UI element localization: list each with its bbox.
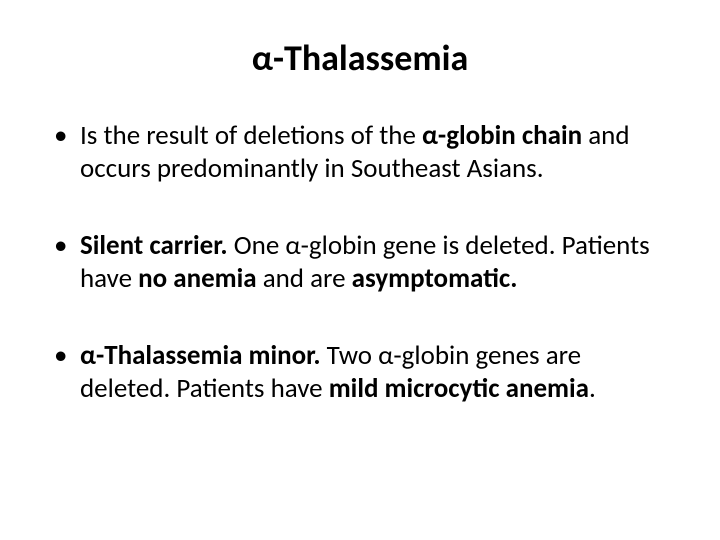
bullet-list: Is the result of deletions of the α-glob… [48, 120, 672, 406]
text-run: no anemia [138, 262, 263, 295]
bullet-item: Is the result of deletions of the α-glob… [48, 120, 672, 186]
text-run: mild microcytic anemia [329, 372, 589, 405]
text-run: and are [263, 262, 352, 295]
text-run: Silent carrier. [80, 229, 234, 262]
bullet-item: Silent carrier. One α-globin gene is del… [48, 230, 672, 296]
text-run: . [589, 372, 596, 405]
text-run: Is the result of deletions of the [80, 119, 422, 152]
slide-title: α-Thalassemia [48, 36, 672, 80]
text-run: α-globin chain [422, 119, 582, 152]
text-run: asymptomatic. [352, 262, 518, 295]
text-run: α-Thalassemia minor. [80, 339, 327, 372]
bullet-item: α-Thalassemia minor. Two α-globin genes … [48, 340, 672, 406]
